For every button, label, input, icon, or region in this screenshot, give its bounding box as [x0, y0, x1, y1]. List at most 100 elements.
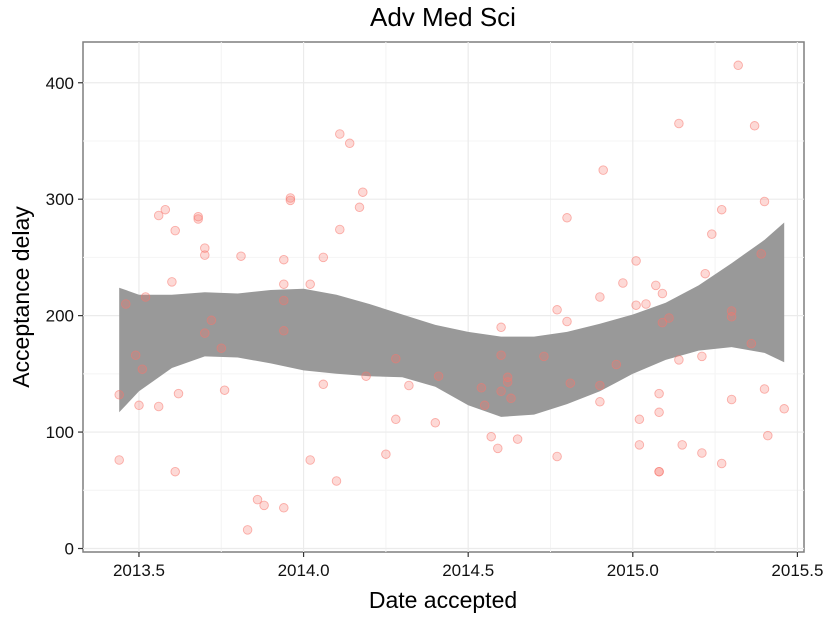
points-layer [114, 60, 789, 535]
data-point [216, 343, 227, 353]
data-point [173, 388, 184, 399]
x-axis-title: Date accepted [369, 587, 517, 613]
data-point [335, 129, 345, 139]
data-point [700, 268, 710, 279]
data-point [279, 279, 289, 289]
data-point [641, 299, 651, 309]
data-point [285, 195, 296, 206]
data-point [749, 121, 760, 131]
data-point [562, 213, 572, 223]
y-tick-label: 0 [65, 540, 74, 559]
data-point [595, 380, 605, 391]
data-point [496, 350, 506, 360]
data-point [539, 351, 549, 362]
data-point [114, 455, 124, 465]
data-point [134, 400, 144, 411]
data-point [674, 355, 684, 365]
data-point [193, 211, 203, 222]
data-point [391, 353, 401, 364]
data-point [331, 476, 342, 486]
data-point [433, 371, 444, 381]
data-point [160, 204, 171, 215]
data-point [121, 299, 131, 309]
x-tick-label: 2015.5 [771, 561, 823, 580]
data-point [631, 256, 641, 266]
data-point [479, 400, 490, 411]
data-point [496, 322, 506, 333]
data-point [756, 249, 766, 259]
data-point [193, 214, 203, 224]
data-point [354, 202, 365, 213]
data-point [130, 350, 141, 360]
data-point [305, 455, 315, 465]
data-point [657, 288, 668, 299]
y-axis-title: Acceptance delay [8, 206, 34, 388]
data-point [318, 252, 329, 263]
data-point [361, 371, 371, 381]
x-tick-label: 2014.5 [442, 561, 494, 580]
data-point [618, 278, 628, 288]
data-point [654, 407, 664, 418]
data-point [140, 292, 151, 302]
data-point [657, 317, 668, 328]
data-point [206, 315, 217, 326]
data-point [252, 494, 263, 505]
data-point [759, 384, 770, 394]
data-point [391, 414, 401, 425]
data-point [677, 440, 687, 450]
data-point [726, 312, 737, 322]
data-point [430, 418, 441, 428]
y-tick-label: 300 [46, 190, 74, 209]
y-axis: 0 100 200 300 400 [46, 74, 83, 559]
data-point [170, 225, 180, 236]
data-point [200, 243, 210, 253]
data-point [634, 414, 645, 425]
data-point [779, 404, 789, 414]
data-point [305, 279, 315, 289]
data-point [664, 313, 674, 323]
data-point [153, 210, 164, 221]
data-point [493, 443, 503, 454]
data-point [634, 440, 645, 450]
y-tick-label: 100 [46, 423, 74, 442]
y-tick-label: 200 [46, 307, 74, 326]
chart-title: Adv Med Sci [370, 2, 516, 32]
data-point [236, 251, 246, 261]
data-point [285, 193, 296, 203]
data-point [707, 229, 717, 239]
x-tick-label: 2013.5 [113, 561, 165, 580]
data-point [512, 434, 523, 444]
data-point [318, 379, 329, 390]
x-tick-label: 2015.0 [607, 561, 659, 580]
data-point [552, 451, 562, 462]
data-point [476, 383, 487, 393]
data-point [654, 388, 664, 399]
data-point [506, 393, 516, 404]
data-point [716, 204, 727, 215]
data-point [552, 305, 562, 315]
data-point [167, 277, 177, 287]
data-point [335, 224, 345, 235]
data-point [598, 165, 608, 175]
data-point [651, 280, 661, 291]
data-point [137, 364, 148, 374]
data-point [631, 300, 641, 310]
data-point [654, 466, 664, 477]
data-point [219, 385, 230, 395]
data-point [200, 250, 210, 260]
data-point [726, 394, 737, 405]
data-point [697, 448, 707, 458]
data-point [595, 292, 605, 302]
data-point [153, 401, 164, 412]
data-point [565, 378, 576, 388]
data-point [381, 449, 391, 459]
data-point [746, 338, 757, 349]
data-point [759, 196, 770, 207]
data-point [170, 466, 180, 477]
data-point [674, 118, 684, 129]
data-point [404, 380, 414, 391]
data-point [242, 525, 253, 535]
data-point [279, 254, 289, 265]
data-point [358, 187, 368, 197]
data-point [611, 359, 622, 370]
